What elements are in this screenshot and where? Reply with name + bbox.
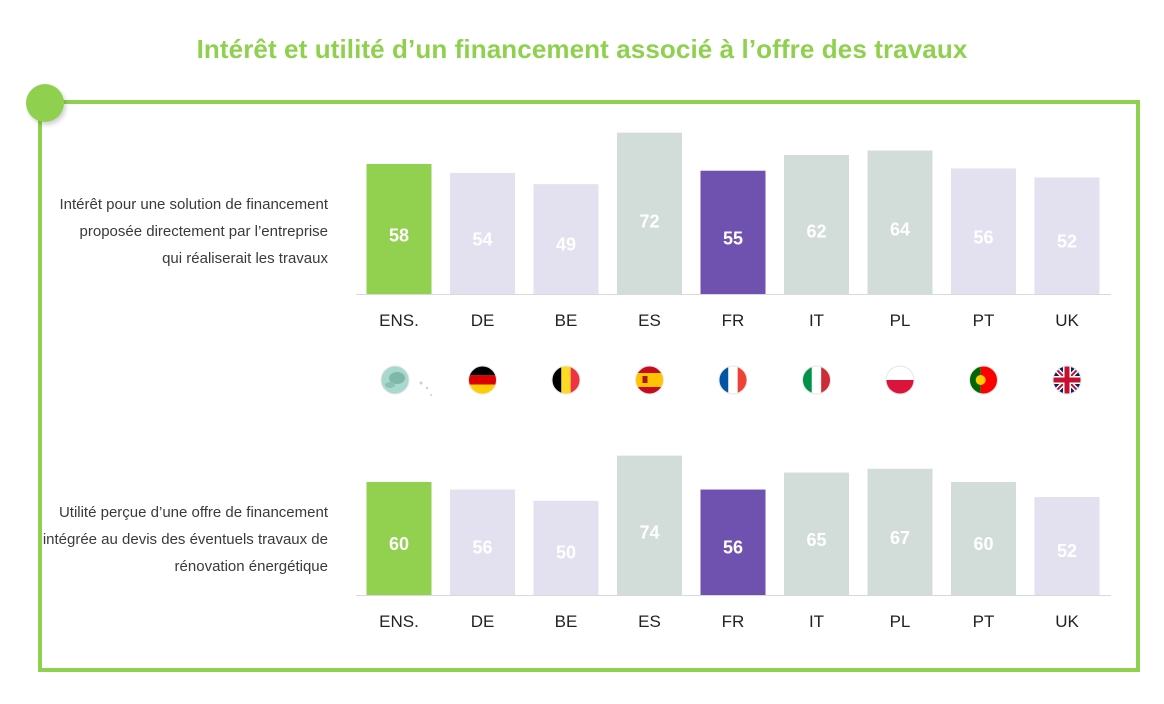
bar-be [533,184,599,294]
x-tick-label: FR [722,311,745,330]
bar-pl [867,468,933,595]
bar-value-label: 49 [556,235,576,255]
bar-it [784,472,849,595]
bar-pt [951,168,1016,294]
x-tick-label: DE [471,311,495,330]
x-tick-label: BE [555,612,578,631]
bar-es [617,132,682,294]
x-tick-label: FR [722,612,745,631]
poland-flag-icon [885,365,915,395]
x-tick-label: DE [471,612,495,631]
bar-es [617,455,682,595]
x-tick-label: PL [890,311,911,330]
row-label-line: Intérêt pour une solution de financement [59,196,328,213]
bar-de [450,489,515,595]
europe-globe-icon [380,365,432,396]
row-label-line: proposée directement par l’entreprise [79,223,328,240]
bar-pt [951,482,1016,595]
chart-title: Intérêt et utilité d’un financement asso… [196,34,968,64]
row-label-interest: Intérêt pour une solution de financement… [10,191,328,272]
bar-value-label: 74 [639,522,659,542]
bar-value-label: 56 [723,538,743,558]
bar-value-label: 52 [1057,541,1077,561]
row-label-line: intégrée au devis des éventuels travaux … [42,531,328,548]
bar-value-label: 64 [890,219,910,239]
bar-value-label: 60 [973,534,993,554]
x-tick-label: PT [973,612,995,631]
x-tick-label: IT [809,311,824,330]
decorative-dot [26,84,64,122]
bar-value-label: 67 [890,528,910,548]
bar-pl [867,150,933,294]
x-tick-label: ES [638,612,661,631]
belgium-flag-icon [551,365,581,395]
portugal-flag-icon [969,365,998,395]
germany-flag-icon [468,365,497,395]
bar-chart-2: 60 ENS. 56 DE 50 BE 74 ES 56 FR 65 IT 67 PL 60 PT 52 UK [356,455,1111,631]
bar-value-label: 54 [472,230,492,250]
x-tick-label: ES [638,311,661,330]
bar-it [784,155,849,294]
x-tick-label: UK [1055,612,1079,631]
row-label-line: qui réaliserait les travaux [162,250,328,267]
uk-flag-icon [1052,365,1082,395]
x-tick-label: ENS. [379,612,419,631]
bar-chart-1: 58 ENS. 54 DE 49 BE 72 ES 55 FR 62 IT 64 PL 56 PT 52 UK [356,132,1111,330]
row-label-utility: Utilité perçue d’une offre de financemen… [10,499,328,580]
x-tick-label: PL [890,612,911,631]
bar-fr [700,170,766,294]
bar-value-label: 50 [556,543,576,563]
chart-frame [38,100,1140,672]
bar-ens [366,482,432,595]
bar-fr [700,489,766,595]
bar-value-label: 52 [1057,232,1077,252]
bar-value-label: 58 [389,226,409,246]
bar-value-label: 60 [389,534,409,554]
bar-value-label: 55 [723,229,743,249]
bar-de [450,172,515,294]
bar-uk [1034,497,1100,595]
bar-ens [366,164,432,294]
italy-flag-icon [802,365,831,395]
row-label-line: rénovation énergétique [174,558,328,575]
row-label-line: Utilité perçue d’une offre de financemen… [58,504,328,521]
x-tick-label: ENS. [379,311,419,330]
bar-value-label: 56 [472,538,492,558]
bar-uk [1034,177,1100,294]
bar-value-label: 65 [806,530,826,550]
x-tick-label: BE [555,311,578,330]
x-tick-label: UK [1055,311,1079,330]
x-tick-label: PT [973,311,995,330]
bar-value-label: 56 [973,228,993,248]
bar-value-label: 72 [639,211,659,231]
bar-value-label: 62 [806,221,826,241]
bar-be [533,500,599,595]
spain-flag-icon [635,365,664,395]
france-flag-icon [718,365,748,395]
x-tick-label: IT [809,612,824,631]
